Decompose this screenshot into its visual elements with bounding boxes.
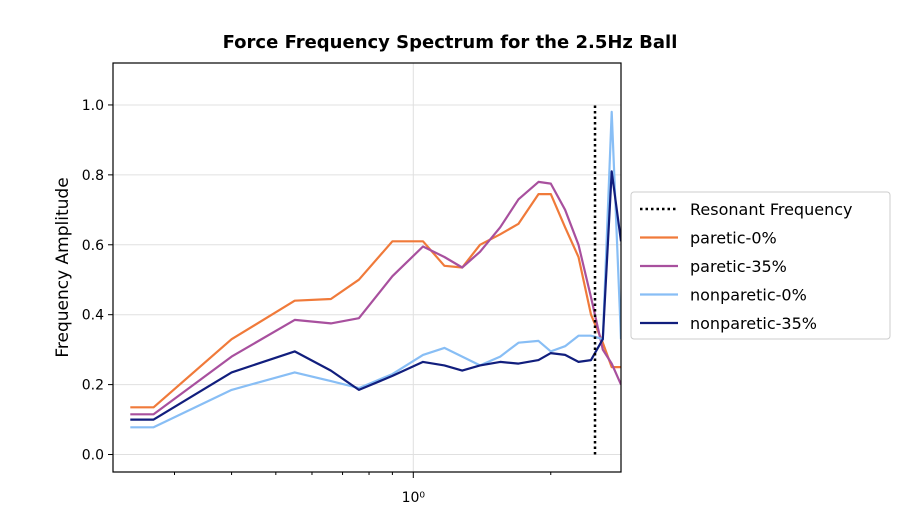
- series-line-paretic-35%: [130, 180, 621, 416]
- series-line-paretic-0%: [130, 193, 621, 409]
- chart-title: Force Frequency Spectrum for the 2.5Hz B…: [223, 32, 678, 53]
- y-tick-label: 0.0: [82, 448, 104, 464]
- y-axis-title: Frequency Amplitude: [53, 177, 73, 357]
- y-tick-label: 0.8: [82, 168, 104, 184]
- x-tick-label: 10⁰: [402, 490, 426, 506]
- legend-label: Resonant Frequency: [690, 200, 852, 219]
- series-line-nonparetic-35%: [130, 170, 621, 421]
- legend: Resonant Frequency paretic-0% paretic-35% n…: [630, 191, 891, 340]
- legend-label: paretic-0%: [690, 229, 777, 248]
- legend-label: nonparetic-35%: [690, 314, 817, 333]
- y-tick-label: 0.6: [82, 238, 104, 254]
- y-tick-label: 1.0: [82, 98, 104, 114]
- legend-label: nonparetic-0%: [690, 286, 807, 305]
- plot-frame: [112, 62, 622, 473]
- legend-label: paretic-35%: [690, 257, 787, 276]
- legend-box: [630, 191, 891, 340]
- y-tick-label: 0.2: [82, 378, 104, 394]
- plot-area: [130, 104, 621, 455]
- series-line-nonparetic-0%: [130, 110, 621, 429]
- grid: [113, 63, 621, 472]
- y-tick-label: 0.4: [82, 308, 104, 324]
- axes: 0.0 0.2 0.4 0.6 0.8 1.0 10⁰: [82, 62, 622, 506]
